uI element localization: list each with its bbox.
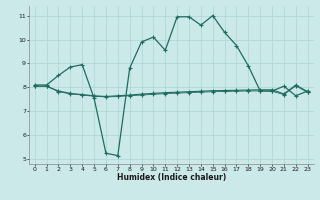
- X-axis label: Humidex (Indice chaleur): Humidex (Indice chaleur): [116, 173, 226, 182]
